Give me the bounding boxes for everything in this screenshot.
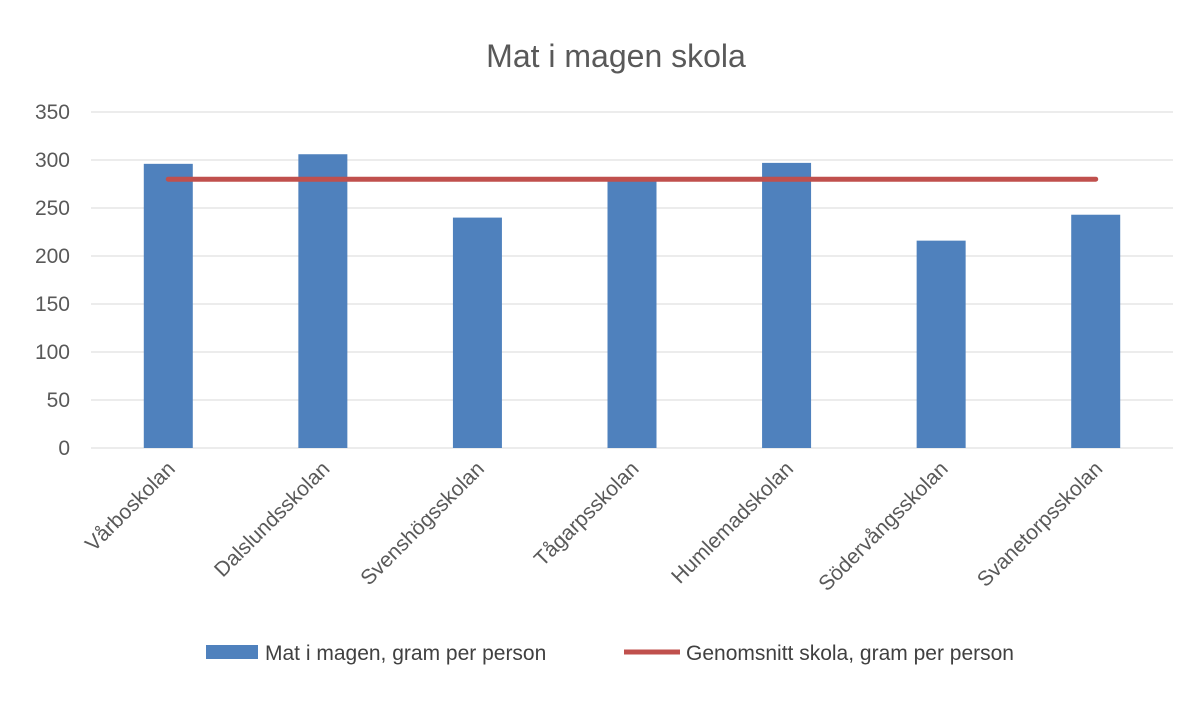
x-tick-label: Tågarpsskolan <box>530 457 644 571</box>
x-tick-label: Vårboskolan <box>81 457 180 556</box>
x-axis: Vårboskolan Dalslundsskolan Svenshögsskola… <box>81 457 1107 595</box>
y-tick-label: 50 <box>47 389 70 412</box>
y-tick-label: 0 <box>58 437 70 460</box>
legend-label-bar: Mat i magen, gram per person <box>265 642 546 665</box>
x-tick-label: Humlemadskolan <box>667 457 798 588</box>
x-tick-label: Södervångsskolan <box>814 457 952 595</box>
y-tick-label: 350 <box>35 101 70 124</box>
chart-title: Mat i magen skola <box>486 38 746 74</box>
x-tick-label: Dalslundsskolan <box>210 457 334 581</box>
y-tick-label: 250 <box>35 197 70 220</box>
bar <box>298 154 348 449</box>
x-tick-label: Svanetorpsskolan <box>973 457 1107 591</box>
bar <box>762 162 812 448</box>
y-tick-label: 300 <box>35 149 70 172</box>
y-tick-label: 150 <box>35 293 70 316</box>
bar <box>916 240 966 448</box>
bar <box>143 163 193 448</box>
bar <box>1071 214 1121 448</box>
legend-label-line: Genomsnitt skola, gram per person <box>686 642 1014 665</box>
bar <box>452 217 502 448</box>
bar-series <box>143 154 1121 449</box>
x-tick-label: Svenshögsskolan <box>356 457 489 590</box>
legend: Mat i magen, gram per person Genomsnitt … <box>206 642 1014 665</box>
y-axis: 0 50 100 150 200 250 300 350 <box>35 101 70 460</box>
y-tick-label: 100 <box>35 341 70 364</box>
bar <box>607 178 657 449</box>
legend-bar-swatch <box>206 645 258 659</box>
y-tick-label: 200 <box>35 245 70 268</box>
